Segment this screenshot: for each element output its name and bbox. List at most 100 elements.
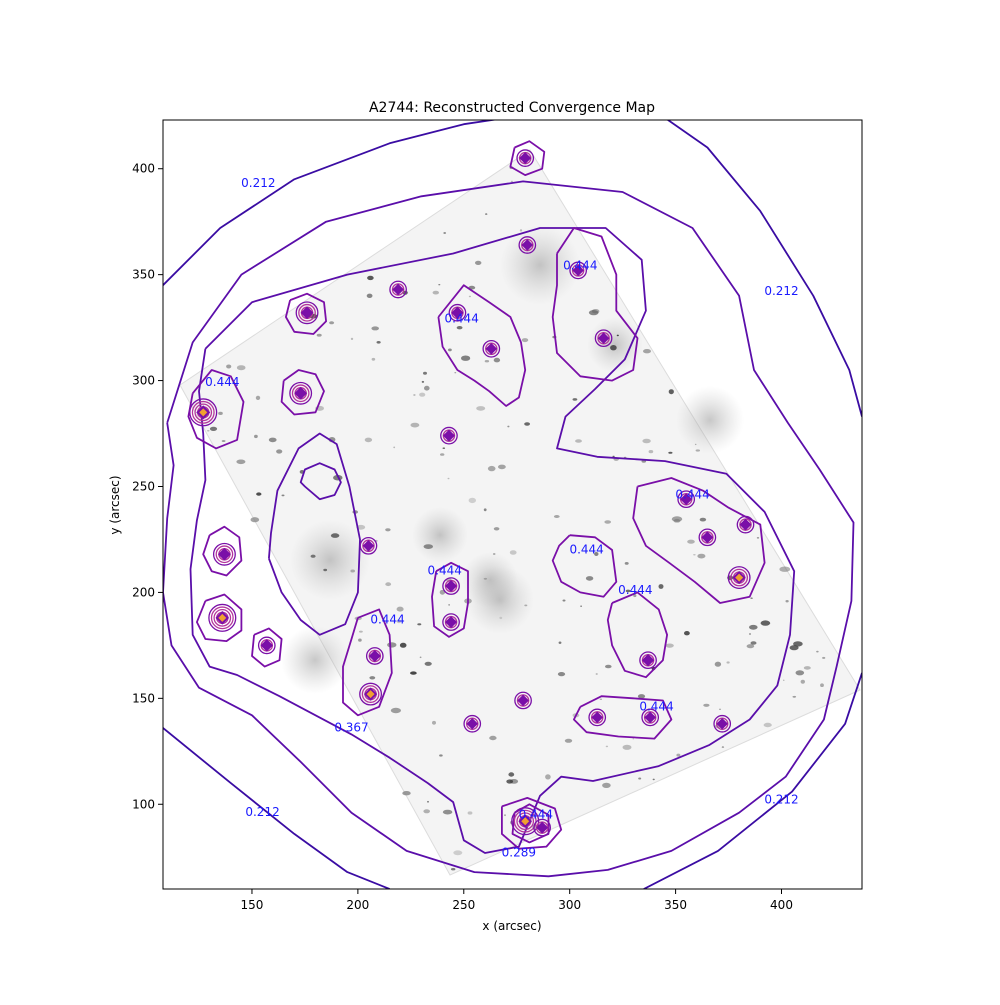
- galaxy: [756, 537, 760, 539]
- peak-contour: [291, 384, 310, 403]
- y-tick-label: 300: [132, 374, 155, 388]
- peak-core: [536, 821, 549, 834]
- contour-label: 0.444: [444, 312, 478, 326]
- contour-label: 0.444: [519, 807, 553, 821]
- galaxy: [489, 735, 497, 741]
- peak-contour: [289, 381, 313, 405]
- galaxy: [750, 597, 753, 599]
- contour-label: 0.212: [764, 284, 798, 298]
- peak-contour: [359, 536, 378, 555]
- galaxy: [442, 447, 446, 449]
- galaxy: [676, 753, 681, 757]
- galaxy: [330, 533, 340, 538]
- galaxy: [484, 360, 490, 363]
- peak-contour: [730, 568, 748, 587]
- galaxy: [399, 642, 407, 648]
- contour-line: [251, 627, 283, 668]
- image-footprint: [179, 149, 861, 876]
- galaxy: [367, 275, 374, 281]
- galaxy: [699, 517, 707, 522]
- peak-contour: [518, 236, 537, 254]
- galaxy: [694, 443, 697, 446]
- galaxy: [687, 539, 695, 544]
- galaxy: [410, 422, 420, 428]
- contour-line: [285, 292, 327, 335]
- peak-core: [641, 654, 655, 667]
- peak-contour: [194, 403, 213, 422]
- galaxy: [423, 809, 431, 814]
- galaxy: [310, 554, 316, 558]
- peak-core: [701, 531, 714, 544]
- hst-background-image: [179, 149, 861, 876]
- peak-core: [300, 306, 314, 320]
- galaxy: [668, 389, 674, 395]
- contour-line: [511, 803, 550, 844]
- peak-core: [368, 649, 381, 662]
- galaxy: [557, 672, 566, 677]
- peak-contour: [713, 714, 732, 733]
- contour-label: 0.212: [764, 793, 798, 807]
- galaxy: [820, 683, 824, 687]
- contour-label: 0.212: [241, 176, 275, 190]
- peak-contour: [639, 651, 657, 670]
- peak-max: [735, 573, 744, 582]
- galaxy: [553, 515, 560, 518]
- contour-line: [268, 432, 361, 636]
- y-axis: 100 150 200 250 300 350 400: [132, 162, 163, 811]
- galaxy: [602, 782, 611, 789]
- galaxy: [376, 341, 381, 344]
- galaxy: [760, 620, 771, 626]
- contour-line: [163, 727, 390, 889]
- peak-contour: [208, 603, 237, 632]
- galaxy: [350, 337, 354, 340]
- galaxy: [358, 638, 362, 642]
- galaxy: [648, 450, 654, 454]
- galaxy: [424, 385, 430, 391]
- peak-core: [218, 547, 231, 561]
- galaxy-field: [207, 166, 826, 871]
- galaxy: [575, 439, 582, 443]
- contour-line: [551, 534, 618, 598]
- galaxy: [714, 661, 722, 667]
- axes-frame: [162, 119, 863, 890]
- peak-core: [716, 717, 728, 730]
- peak-layer: [189, 149, 755, 837]
- contour-line: [187, 369, 245, 450]
- peak-max: [366, 690, 375, 699]
- galaxy: [209, 426, 218, 431]
- galaxy: [643, 349, 651, 354]
- contour-line: [196, 593, 243, 642]
- y-tick-label: 250: [132, 479, 155, 493]
- galaxy: [468, 497, 476, 504]
- galaxy: [783, 679, 785, 681]
- galaxy: [519, 229, 523, 232]
- galaxy: [658, 584, 664, 589]
- peak-contour: [442, 613, 460, 631]
- galaxy: [442, 809, 453, 815]
- galaxy: [255, 395, 261, 400]
- peak-contour: [569, 261, 588, 280]
- galaxy: [668, 451, 673, 454]
- x-tick-label: 250: [452, 898, 475, 912]
- galaxy: [642, 438, 651, 444]
- galaxy: [281, 494, 285, 497]
- galaxy: [792, 695, 797, 698]
- contour-label: 0.444: [675, 487, 709, 501]
- galaxy: [476, 406, 486, 411]
- galaxy: [485, 213, 488, 215]
- peak-contour: [298, 303, 316, 322]
- y-tick-label: 400: [132, 162, 155, 176]
- galaxy-halo: [412, 507, 468, 563]
- contour-label: 0.367: [334, 720, 368, 734]
- y-axis-label: y (arcsec): [108, 475, 122, 534]
- galaxy: [475, 260, 482, 265]
- galaxy: [276, 449, 283, 454]
- peak-core: [519, 152, 532, 165]
- galaxy: [605, 664, 612, 669]
- galaxy: [390, 707, 401, 714]
- galaxy: [789, 645, 799, 651]
- peak-contour: [511, 807, 540, 836]
- galaxy: [665, 643, 674, 648]
- galaxy: [432, 290, 439, 295]
